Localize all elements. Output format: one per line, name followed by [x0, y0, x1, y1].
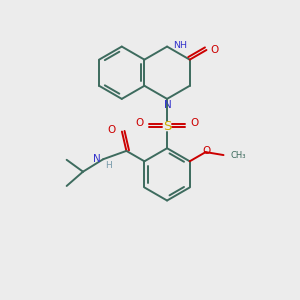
Text: NH: NH [174, 40, 188, 50]
Text: O: O [136, 118, 144, 128]
Text: N: N [164, 100, 172, 110]
Text: CH₃: CH₃ [230, 151, 245, 160]
Text: O: O [107, 125, 116, 135]
Text: O: O [210, 45, 218, 55]
Text: O: O [203, 146, 211, 156]
Text: S: S [163, 120, 171, 133]
Text: H: H [105, 161, 112, 170]
Text: O: O [190, 118, 199, 128]
Text: N: N [93, 154, 101, 164]
